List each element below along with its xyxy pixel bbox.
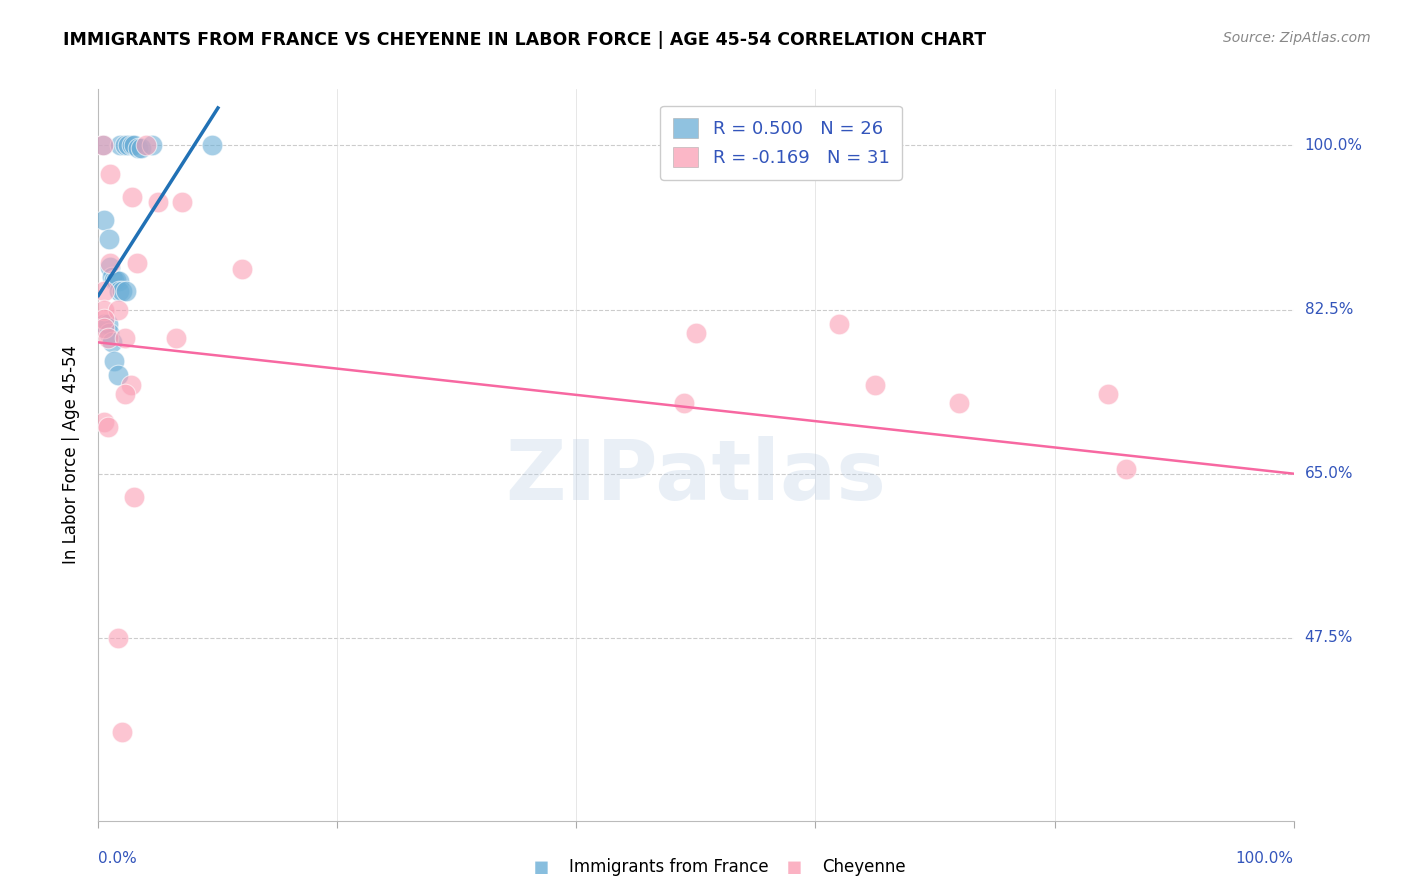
Point (231, 262, 253, 277)
Point (685, 326, 707, 340)
Text: 82.5%: 82.5% (1305, 302, 1353, 317)
Point (121, 190, 143, 204)
Point (93, 284, 115, 298)
Point (107, 284, 129, 298)
Text: Source: ZipAtlas.com: Source: ZipAtlas.com (1223, 31, 1371, 45)
Legend: R = 0.500   N = 26, R = -0.169   N = 31: R = 0.500 N = 26, R = -0.169 N = 31 (661, 105, 903, 179)
Y-axis label: In Labor Force | Age 45-54: In Labor Force | Age 45-54 (62, 345, 80, 565)
Text: ▪: ▪ (533, 855, 550, 879)
Text: 100.0%: 100.0% (1236, 851, 1294, 866)
Text: 100.0%: 100.0% (1305, 138, 1362, 153)
Point (98, 255, 122, 269)
Point (93, 321, 115, 335)
Point (108, 138, 131, 153)
Point (124, 490, 146, 504)
Point (91, 138, 114, 153)
Point (114, 138, 136, 153)
Point (1115, 462, 1137, 476)
Point (948, 396, 970, 410)
Point (97, 419, 120, 434)
Point (105, 272, 128, 286)
Point (111, 724, 134, 739)
Point (107, 302, 129, 317)
Point (103, 272, 125, 286)
Point (100, 335, 122, 350)
Point (131, 141, 153, 155)
Point (97, 331, 120, 345)
Point (107, 275, 129, 289)
Point (124, 138, 146, 153)
Text: Immigrants from France: Immigrants from France (569, 858, 769, 876)
Point (93, 213, 115, 227)
Point (111, 284, 134, 298)
Point (1097, 387, 1119, 401)
Point (121, 138, 143, 153)
Text: 0.0%: 0.0% (98, 851, 138, 866)
Point (172, 194, 194, 209)
Point (165, 331, 187, 345)
Point (100, 269, 122, 284)
Point (93, 312, 115, 326)
Point (93, 317, 115, 331)
Point (125, 255, 148, 269)
Point (201, 138, 224, 153)
Point (98, 326, 121, 340)
Text: 65.0%: 65.0% (1305, 467, 1353, 481)
Point (93, 415, 115, 429)
Point (114, 331, 136, 345)
Point (93, 302, 115, 317)
Point (673, 396, 696, 410)
Point (120, 377, 142, 392)
Point (865, 377, 887, 392)
Point (91, 138, 114, 153)
Point (148, 194, 170, 209)
Point (98, 232, 121, 246)
Point (141, 138, 163, 153)
Point (135, 138, 157, 153)
Point (107, 631, 129, 645)
Point (103, 354, 125, 368)
Point (828, 317, 851, 331)
Text: ZIPatlas: ZIPatlas (506, 436, 886, 517)
Point (127, 141, 149, 155)
Text: ▪: ▪ (786, 855, 803, 879)
Text: IMMIGRANTS FROM FRANCE VS CHEYENNE IN LABOR FORCE | AGE 45-54 CORRELATION CHART: IMMIGRANTS FROM FRANCE VS CHEYENNE IN LA… (63, 31, 987, 49)
Point (97, 317, 120, 331)
Text: 47.5%: 47.5% (1305, 631, 1353, 645)
Point (98, 167, 122, 181)
Point (115, 284, 138, 298)
Text: Cheyenne: Cheyenne (823, 858, 905, 876)
Point (114, 387, 136, 401)
Point (98, 260, 122, 275)
Point (107, 368, 129, 383)
Point (117, 138, 139, 153)
